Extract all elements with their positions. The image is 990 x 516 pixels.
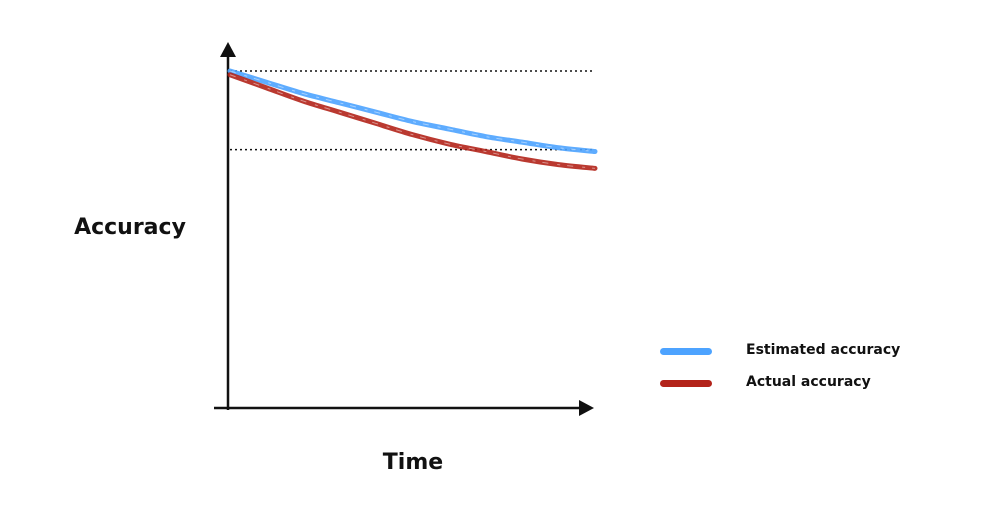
y-axis-label: Accuracy <box>74 215 186 240</box>
series-line-texture-estimated <box>229 70 596 153</box>
legend-item-actual: Actual accuracy <box>660 374 960 406</box>
legend-item-estimated: Estimated accuracy <box>660 342 960 374</box>
y-axis-arrow <box>220 42 236 57</box>
x-axis-label: Time <box>383 450 443 475</box>
x-axis-arrow <box>579 400 594 416</box>
legend-label-actual: Actual accuracy <box>746 374 871 390</box>
series-line-estimated <box>227 68 598 155</box>
legend-label-estimated: Estimated accuracy <box>746 342 901 358</box>
legend-swatch-estimated <box>660 348 712 355</box>
series-line-actual <box>227 72 598 171</box>
reference-lines <box>230 70 595 151</box>
legend: Estimated accuracy Actual accuracy <box>660 342 960 406</box>
series-line-texture-actual <box>229 74 596 169</box>
legend-swatch-actual <box>660 380 712 387</box>
series-group <box>227 68 598 171</box>
